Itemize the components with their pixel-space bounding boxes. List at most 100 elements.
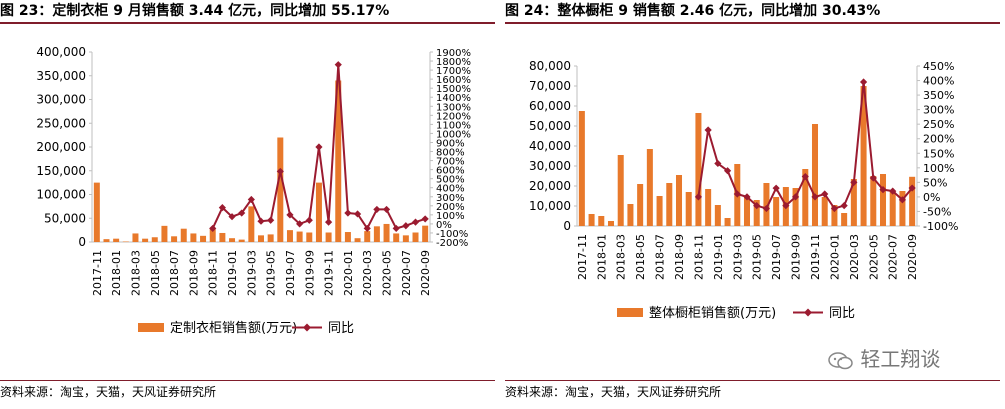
legend-bar-label: 整体橱柜销售额(万元)	[649, 305, 776, 321]
x-tick-label: 2019-09	[303, 250, 316, 296]
left-tick-label: 60,000	[529, 99, 571, 113]
bar	[412, 232, 419, 242]
combo-chart: 0 50,000 100,000 150,000 200,000 250,000 300,0…	[36, 45, 471, 336]
bar	[142, 238, 149, 242]
left-tick-label: 300,000	[36, 93, 86, 107]
left-tick-label: 50,000	[44, 211, 86, 225]
x-tick-label: 2018-11	[207, 250, 220, 296]
bar	[588, 214, 595, 226]
right-tick-label: 100%	[923, 162, 954, 175]
x-tick-label: 2020-09	[419, 250, 432, 296]
left-tick-label: 70,000	[529, 79, 571, 93]
line-point	[811, 193, 819, 201]
left-tick-label: 20,000	[529, 179, 571, 193]
line-point	[247, 195, 255, 204]
bar	[627, 204, 634, 226]
line-point	[859, 78, 868, 86]
right-tick-label: 100%	[436, 211, 465, 222]
right-tick-label: 1100%	[436, 120, 471, 131]
line-point	[411, 218, 420, 226]
line-point	[238, 209, 246, 217]
right-tick-label: 200%	[923, 133, 954, 146]
line-point	[801, 172, 809, 181]
right-tick-label: 1400%	[436, 93, 471, 104]
x-tick-label: 2018-07	[654, 234, 667, 280]
bar	[344, 232, 351, 242]
line-point	[421, 215, 429, 223]
left-tick-label: 200,000	[36, 140, 86, 154]
left-tick-label: 250,000	[36, 116, 86, 130]
line-point	[257, 217, 265, 225]
combo-chart: 0 10,000 20,000 30,000 40,000 50,000 60,000 70,…	[529, 59, 958, 321]
bar	[773, 197, 780, 226]
bar	[354, 238, 361, 242]
x-tick-label: 2020-07	[887, 234, 900, 280]
bar	[637, 184, 644, 226]
bar	[598, 216, 605, 226]
bar	[180, 228, 187, 242]
bar	[656, 196, 663, 226]
bar	[850, 179, 857, 226]
left-tick-label: 40,000	[529, 139, 571, 153]
line-point	[743, 193, 751, 201]
right-tick-label: 400%	[436, 184, 465, 195]
bar	[763, 183, 770, 226]
bar	[200, 235, 207, 242]
line-point	[315, 143, 323, 151]
bar	[607, 221, 615, 226]
line-point	[373, 205, 381, 214]
line-point	[889, 187, 897, 195]
chart-panel-right: 图 24：整体橱柜 9 销售额 2.46 亿元，同比增加 30.43% 0 10,…	[505, 0, 1000, 409]
right-tick-label: 400%	[923, 75, 954, 88]
line-point	[772, 184, 780, 192]
line-point	[821, 190, 829, 198]
x-tick-label: 2020-01	[342, 250, 355, 296]
right-tick-label: -100%	[923, 220, 958, 233]
bar	[325, 232, 332, 242]
x-tick-label: 2020-07	[400, 250, 413, 296]
legend-bar-swatch	[617, 308, 643, 317]
line-point	[353, 210, 362, 218]
x-tick-label: 2019-01	[712, 234, 725, 280]
line-point	[286, 211, 294, 219]
right-tick-label: 800%	[436, 148, 465, 159]
right-tick-label: 600%	[436, 166, 465, 177]
bar	[306, 232, 313, 242]
right-tick-label: 1700%	[436, 66, 471, 77]
line-point	[762, 204, 771, 213]
x-tick-label: 2019-01	[226, 250, 239, 296]
bar	[578, 111, 585, 226]
line-point	[276, 167, 284, 176]
bar	[277, 137, 284, 242]
left-tick-label: 50,000	[529, 119, 571, 133]
bar	[879, 174, 887, 226]
watermark: 轻工翔谈	[828, 343, 940, 372]
bar	[821, 197, 828, 226]
bar	[238, 239, 245, 242]
right-tick-label: 0%	[436, 220, 452, 231]
x-tick-label: 2019-05	[265, 250, 278, 296]
legend-line-label: 同比	[328, 321, 354, 336]
bar	[248, 206, 255, 242]
bar	[753, 200, 760, 226]
bar	[151, 237, 158, 242]
right-tick-label: 150%	[923, 147, 954, 160]
bar	[383, 223, 390, 242]
right-tick-label: 700%	[436, 157, 465, 168]
bar	[171, 236, 178, 242]
right-tick-label: 1000%	[436, 129, 471, 140]
right-tick-label: 250%	[923, 118, 954, 131]
right-tick-label: 1300%	[436, 102, 471, 113]
bar	[617, 155, 624, 226]
right-tick-label: -100%	[436, 229, 468, 240]
legend-line-label: 同比	[829, 306, 855, 321]
line-point	[898, 196, 907, 204]
right-tick-label: 1800%	[436, 57, 471, 68]
x-tick-label: 2020-03	[848, 234, 861, 280]
line-point	[363, 224, 371, 233]
left-tick-label: 30,000	[529, 159, 571, 173]
line-point	[344, 209, 352, 217]
chart-title: 图 24：整体橱柜 9 销售额 2.46 亿元，同比增加 30.43%	[505, 0, 1000, 24]
right-tick-label: 300%	[923, 104, 954, 117]
bar	[802, 169, 809, 226]
